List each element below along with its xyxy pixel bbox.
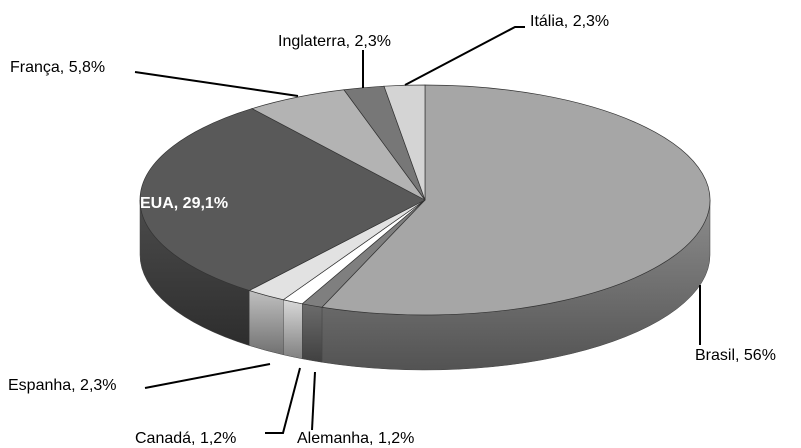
slice [139,108,426,291]
leader-line [311,371,316,431]
leader-line [404,26,525,86]
slice-label: Itália, 2,3% [530,13,609,30]
leader-line [144,363,271,389]
slice-label: Inglaterra, 2,3% [278,33,391,50]
slice-side [248,290,284,356]
slice-label: Canadá, 1,2% [135,430,236,447]
slice [383,84,426,201]
slice [321,84,711,316]
slice-label: Espanha, 2,3% [8,377,117,394]
leader-line [134,71,299,97]
slice-label: França, 5,8% [10,59,105,76]
slice-side [283,299,303,360]
leader-line [265,367,301,434]
slice-label: Alemanha, 1,2% [297,430,414,447]
slice-side [302,303,323,363]
slice-label: Brasil, 56% [695,347,776,364]
slice-label: EUA, 29,1% [140,195,228,212]
